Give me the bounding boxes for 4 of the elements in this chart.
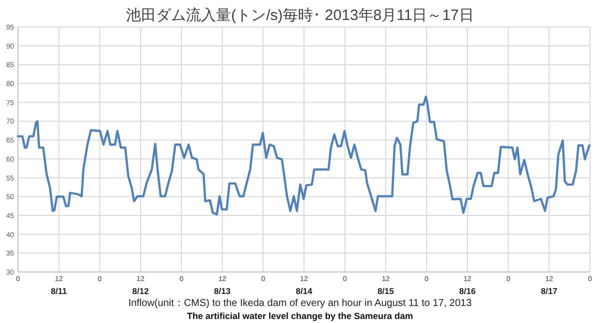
x-axis-title: Inflow(unit：CMS) to the Ikeda dam of every an hour in August 11 to 17, 2013 bbox=[128, 298, 472, 309]
line-series bbox=[16, 96, 590, 216]
chart-title: 池田ダム流入量(トン/s)毎時･ 2013年8月11日～17日 bbox=[126, 7, 474, 24]
text: The artificial water level change by the Sameura dam bbox=[186, 311, 414, 321]
